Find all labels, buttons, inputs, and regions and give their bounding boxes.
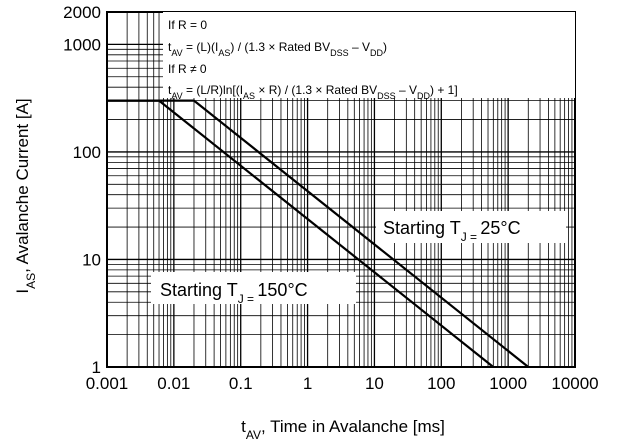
y-tick-label: 10 <box>82 250 101 269</box>
annotation-line-4: tAV = (L/R)ln[(IAS × R) / (1.3 × Rated B… <box>168 83 458 101</box>
x-tick-label: 10 <box>365 374 384 393</box>
y-tick-label: 1 <box>92 358 101 377</box>
formula-annotation: If R = 0 tAV = (L)(IAS) / (1.3 × Rated B… <box>163 12 575 101</box>
x-tick-label: 1000 <box>489 374 527 393</box>
annotation-line-2: tAV = (L)(IAS) / (1.3 × Rated BVDSS – VD… <box>168 40 387 58</box>
series-label-25c: Starting TJ = 25°C <box>376 211 566 244</box>
series-label-25c-text: Starting TJ = 25°C <box>383 218 521 244</box>
x-tick-label: 0.1 <box>229 374 253 393</box>
series-label-25c-bg <box>376 211 566 243</box>
x-axis-label: tAV, Time in Avalanche [ms] <box>241 417 445 440</box>
x-tick-labels: 0.001 0.01 0.1 1 10 100 1000 10000 <box>86 374 599 393</box>
series-label-150c-text: Starting TJ = 150°C <box>160 280 308 306</box>
x-tick-label: 0.01 <box>157 374 190 393</box>
y-tick-label: 100 <box>73 143 101 162</box>
y-tick-label: 1000 <box>63 35 101 54</box>
y-tick-labels: 1 10 100 1000 2000 <box>63 3 101 377</box>
series-line-150c <box>107 99 494 368</box>
x-tick-label: 100 <box>427 374 455 393</box>
curves <box>107 99 529 368</box>
annotation-background <box>163 12 575 98</box>
x-tick-label: 1 <box>303 374 312 393</box>
y-axis-label: IAS, Avalanche Current [A] <box>13 98 38 293</box>
y-tick-label: 2000 <box>63 3 101 22</box>
annotation-line-3: If R ≠ 0 <box>168 62 207 76</box>
x-tick-label: 0.001 <box>86 374 129 393</box>
x-tick-label: 10000 <box>551 374 598 393</box>
annotation-line-1: If R = 0 <box>168 18 207 32</box>
series-label-150c-bg <box>151 272 356 304</box>
series-label-150c: Starting TJ = 150°C <box>151 272 356 306</box>
